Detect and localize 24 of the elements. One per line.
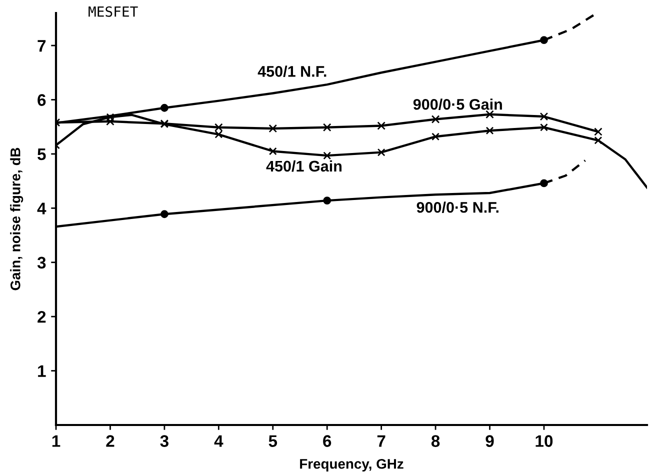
y-tick-label: 7 <box>38 40 46 52</box>
x-tick-label: 6 <box>323 435 332 447</box>
y-tick-label: 5 <box>38 148 46 160</box>
x-tick-label: 1 <box>52 435 60 447</box>
x-tick-label: 9 <box>486 435 494 447</box>
y-tick-label: 3 <box>37 256 46 269</box>
y-axis-title: Gain, noise figure, dB <box>10 148 24 290</box>
x-tick-label: 7 <box>377 435 386 447</box>
x-tick-label: 5 <box>268 435 278 447</box>
series-label: 900/0·5 Gain <box>413 98 502 110</box>
y-tick-label: 4 <box>37 202 46 214</box>
x-tick-label: 3 <box>160 435 168 447</box>
y-tick-label: 2 <box>38 310 46 323</box>
x-tick-label: 8 <box>431 435 440 447</box>
y-tick-label: 1 <box>38 365 46 377</box>
x-tick-label: 10 <box>536 435 553 447</box>
x-tick-label: 4 <box>214 435 224 447</box>
series-label: 450/1 Gain <box>266 160 342 172</box>
x-tick-label: 2 <box>106 435 114 447</box>
y-tick-label: 6 <box>38 94 46 106</box>
chart-title: MESFET <box>88 6 138 17</box>
series-label: 900/0·5 N.F. <box>416 202 498 213</box>
x-axis-title: Frequency, GHz <box>300 458 404 472</box>
series-label: 450/1 N.F. <box>258 66 326 77</box>
